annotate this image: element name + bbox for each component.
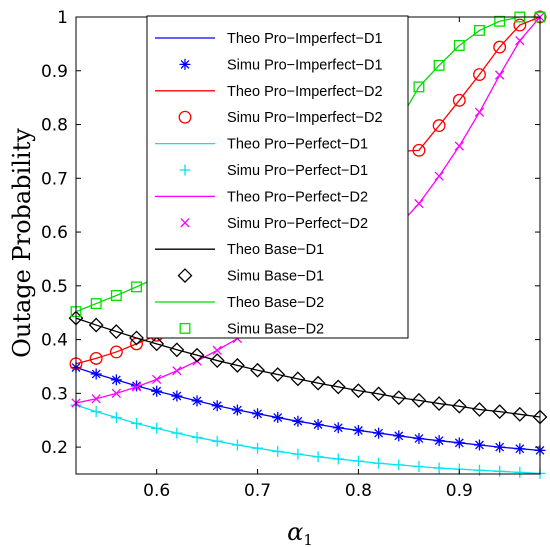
series-1-point [413, 433, 424, 444]
series-3-point [252, 443, 263, 454]
series-3-point [413, 461, 424, 472]
x-tick-label: 0.8 [345, 481, 372, 501]
series-3-point [353, 456, 364, 467]
series-1-point [454, 437, 465, 448]
series-1-line [76, 368, 540, 451]
legend-label-simu-5: Simu Base−D1 [227, 269, 324, 285]
series-1-point [192, 395, 203, 406]
series-4-point [455, 142, 463, 150]
series-4-point [516, 36, 524, 44]
series-1-point [212, 400, 223, 411]
series-1-point [111, 374, 122, 385]
legend-label-theo-3: Theo Pro−Perfect−D1 [227, 137, 368, 153]
series-1-point [171, 391, 182, 402]
series-3-point [494, 466, 505, 477]
series-3-point [333, 453, 344, 464]
series-1-point [272, 412, 283, 423]
series-3-point [313, 451, 324, 462]
series-1-point [91, 368, 102, 379]
series-4-point [173, 367, 181, 375]
series-4-point [112, 389, 120, 397]
series-4-point [435, 172, 443, 180]
series-3-point [514, 467, 525, 478]
series-3-point [434, 463, 445, 474]
series-3-point [111, 412, 122, 423]
y-tick-label: 0.6 [41, 223, 68, 243]
x-tick-label: 0.9 [446, 481, 473, 501]
series-1-point [474, 439, 485, 450]
series-3-point [171, 428, 182, 439]
legend-label-simu-1: Simu Pro−Imperfect−D1 [227, 57, 383, 73]
legend-label-theo-4: Theo Pro−Perfect−D2 [227, 189, 368, 205]
legend-label-simu-6: Simu Base−D2 [227, 321, 324, 337]
series-1-point [151, 386, 162, 397]
series-3-point [292, 449, 303, 460]
series-1-point [494, 442, 505, 453]
series-1-point [333, 422, 344, 433]
series-1-point [393, 430, 404, 441]
x-tick-label: 0.6 [143, 481, 170, 501]
legend-label-theo-6: Theo Base−D2 [227, 295, 324, 311]
legend-label-theo-2: Theo Pro−Imperfect−D2 [227, 84, 383, 100]
series-4-point [495, 71, 503, 79]
series-1-point [353, 425, 364, 436]
series-4-point [415, 199, 423, 207]
y-tick-label: 0.9 [41, 62, 68, 82]
x-axis-label: α1 [287, 518, 313, 547]
series-3-point [192, 432, 203, 443]
x-axis-label-sub: 1 [303, 531, 313, 547]
series-4-point [475, 108, 483, 116]
series-1-point [514, 443, 525, 454]
legend-label-theo-5: Theo Base−D1 [227, 242, 324, 258]
series-3-point [151, 423, 162, 434]
legend-marker-1 [180, 59, 191, 70]
x-tick-label: 0.7 [244, 481, 271, 501]
series-3-point [373, 458, 384, 469]
y-tick-label: 1 [57, 8, 68, 28]
series-3-point [232, 439, 243, 450]
series-1-point [232, 405, 243, 416]
y-tick-label: 0.2 [41, 438, 68, 458]
series-3-point [393, 459, 404, 470]
series-3-point [131, 418, 142, 429]
legend: Theo Pro−Imperfect−D1 Simu Pro−Imperfect−… [147, 16, 408, 338]
y-tick-label: 0.4 [41, 331, 68, 351]
series-1-point [292, 416, 303, 427]
series-1-point [434, 435, 445, 446]
series-1-point [252, 408, 263, 419]
series-3-line [76, 405, 540, 473]
legend-label-simu-2: Simu Pro−Imperfect−D2 [227, 110, 383, 126]
legend-label-simu-4: Simu Pro−Perfect−D2 [227, 216, 368, 232]
legend-label-simu-3: Simu Pro−Perfect−D1 [227, 163, 368, 179]
y-axis-label: Outage Probability [8, 128, 36, 358]
series-1-point [313, 419, 324, 430]
series-3-point [212, 436, 223, 447]
x-axis-label-main: α [287, 518, 303, 546]
y-tick-label: 0.5 [41, 277, 68, 297]
y-tick-label: 0.3 [41, 384, 68, 404]
series-4-point [152, 375, 160, 383]
series-3-point [91, 406, 102, 417]
series-3-point [272, 446, 283, 457]
series-1-point [373, 428, 384, 439]
y-tick-label: 0.7 [41, 169, 68, 189]
legend-label-theo-1: Theo Pro−Imperfect−D1 [227, 31, 383, 47]
y-tick-label: 0.8 [41, 116, 68, 136]
